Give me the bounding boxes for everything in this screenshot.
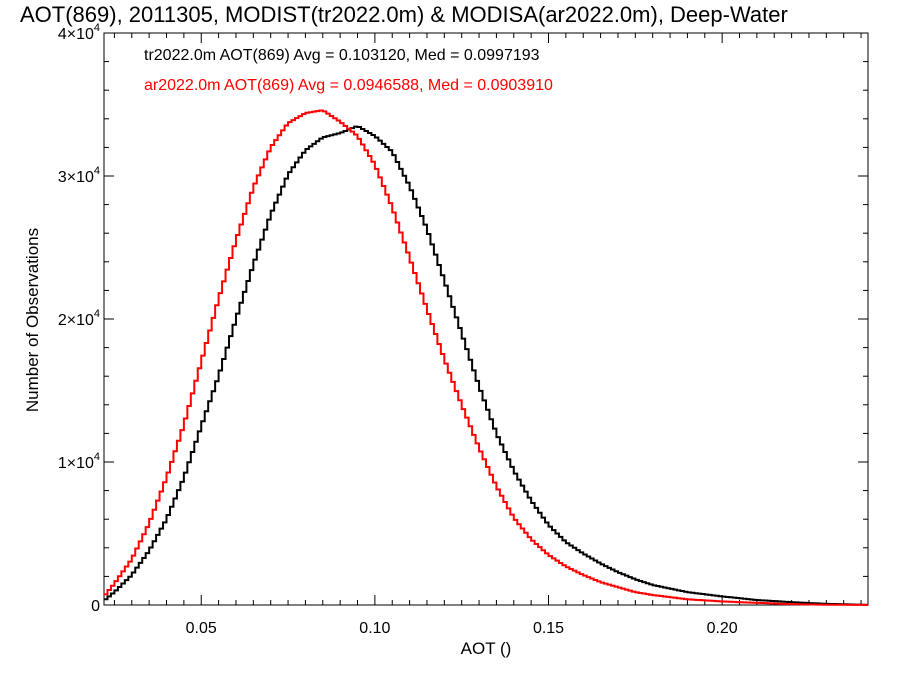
y-axis-label: Number of Observations [23, 228, 42, 412]
annotation-tr-stats: tr2022.0m AOT(869) Avg = 0.103120, Med =… [144, 47, 540, 64]
y-tick-label: 4×104 [58, 22, 100, 43]
y-tick-label: 3×104 [58, 165, 100, 186]
y-tick-label: 0 [91, 598, 100, 615]
series-layer [104, 109, 868, 606]
x-tick-label: 0.05 [186, 620, 217, 637]
plot-axes: 0.05 0.10 0.15 0.20 0 1×104 2×104 3×104 4×104 [58, 22, 869, 637]
x-axis-label: AOT () [461, 639, 512, 658]
x-tick-label: 0.10 [359, 620, 390, 637]
y-tick-label: 1×104 [58, 451, 100, 472]
series-ar2022-line [104, 109, 868, 606]
x-tick-label: 0.20 [707, 620, 738, 637]
y-tick-label: 2×104 [58, 308, 100, 329]
plot-frame [103, 32, 869, 606]
series-tr2022-line [104, 125, 868, 606]
annotation-ar-stats: ar2022.0m AOT(869) Avg = 0.0946588, Med … [144, 77, 553, 94]
x-tick-label: 0.15 [533, 620, 564, 637]
chart-title: AOT(869), 2011305, MODIST(tr2022.0m) & M… [20, 2, 788, 27]
